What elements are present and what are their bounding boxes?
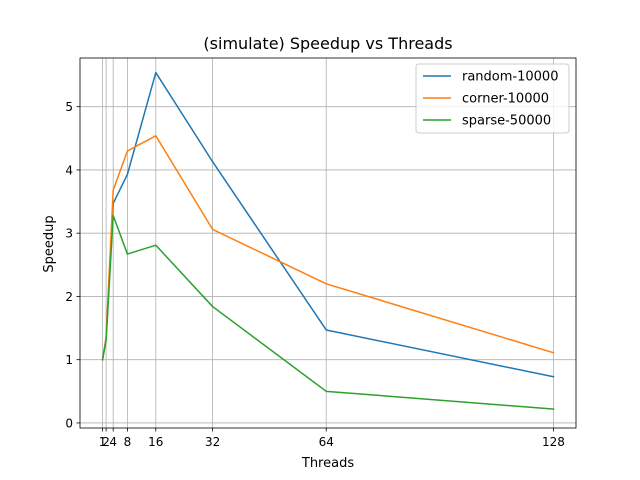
y-tick-label: 5 (65, 100, 73, 114)
legend: random-10000 corner-10000 sparse-50000 (415, 63, 570, 134)
x-tick-label: 4 (109, 435, 117, 449)
legend-label: corner-10000 (462, 92, 549, 107)
y-axis-label: Speedup (42, 215, 57, 272)
y-tick-label: 4 (65, 163, 73, 177)
x-tick-label: 64 (319, 435, 334, 449)
x-tick-label: 8 (124, 435, 132, 449)
y-tick-label: 1 (65, 353, 73, 367)
series-line-corner-10000 (101, 135, 555, 361)
chart-title: (simulate) Speedup vs Threads (203, 34, 452, 53)
y-tick-label: 2 (65, 290, 73, 304)
x-tick-label: 128 (542, 435, 565, 449)
legend-label: random-10000 (462, 70, 558, 85)
x-tick-label: 32 (205, 435, 220, 449)
y-tick-label: 3 (65, 227, 73, 241)
x-tick-label: 1 (99, 435, 107, 449)
legend-box (415, 63, 570, 134)
legend-label: sparse-50000 (462, 114, 551, 129)
x-tick-label: 2 (102, 435, 110, 449)
x-axis-label: Threads (301, 456, 354, 471)
series-line-sparse-50000 (101, 214, 555, 410)
plot-frame (79, 57, 577, 429)
series-lines (101, 71, 555, 410)
x-tick-label: 16 (148, 435, 163, 449)
y-tick-label: 0 (65, 416, 73, 430)
